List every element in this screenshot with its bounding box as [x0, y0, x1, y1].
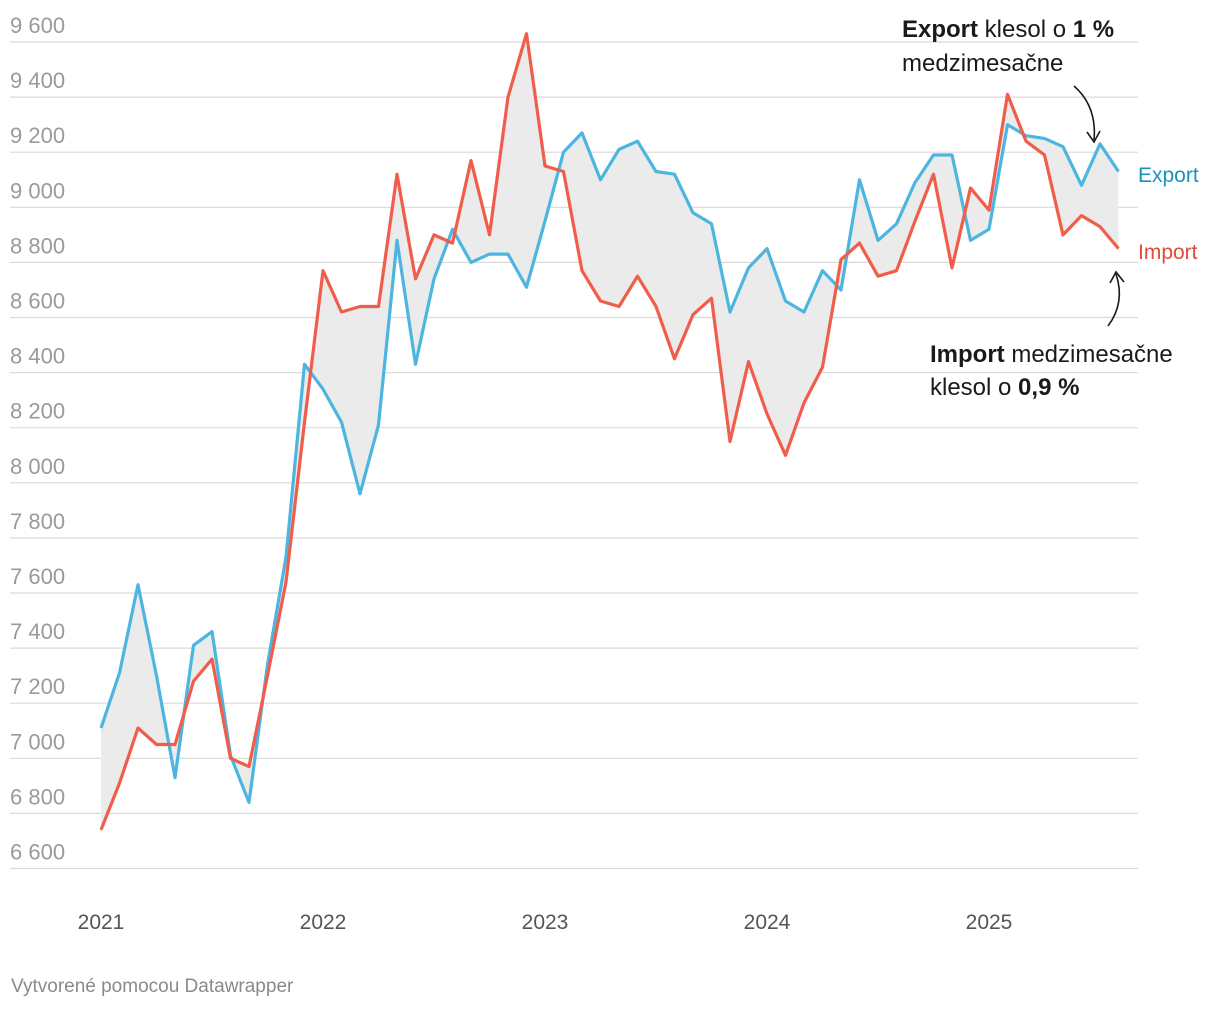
import-annotation-line2: klesol o	[930, 374, 1018, 401]
import-annotation-arrow	[1107, 273, 1121, 327]
export-annotation-line2: medzimesačne	[902, 50, 1063, 77]
y-tick-label: 7 000	[10, 729, 65, 754]
x-tick-label: 2023	[522, 911, 569, 934]
y-tick-label: 6 800	[10, 784, 65, 809]
export-annotation-arrowhead	[1086, 130, 1101, 144]
import-annotation-value: 0,9 %	[1018, 374, 1079, 401]
y-tick-label: 7 600	[10, 564, 65, 589]
export-annotation-arrow	[1073, 85, 1096, 141]
y-tick-label: 7 200	[10, 674, 65, 699]
footer-credit: Vytvorené pomocou Datawrapper	[11, 976, 294, 997]
export-annotation-value: 1 %	[1073, 16, 1114, 43]
y-tick-label: 9 000	[10, 178, 65, 203]
y-tick-label: 8 600	[10, 289, 65, 314]
y-tick-label: 7 800	[10, 509, 65, 534]
y-tick-label: 9 400	[10, 68, 65, 93]
import-annotation-bold: Import	[930, 341, 1005, 368]
x-axis-ticks: 2021 2022 2023 2024 2025	[78, 911, 1013, 934]
svg-text:klesol o 0,9 %: klesol o 0,9 %	[930, 374, 1079, 401]
x-tick-label: 2024	[744, 911, 791, 934]
import-annotation-text: medzimesačne	[1005, 341, 1173, 368]
difference-band	[101, 33, 1119, 830]
y-tick-label: 9 600	[10, 13, 65, 38]
import-line	[99, 32, 1120, 831]
x-tick-label: 2025	[966, 911, 1013, 934]
x-tick-label: 2021	[78, 911, 125, 934]
y-tick-label: 8 800	[10, 233, 65, 258]
export-line	[99, 123, 1120, 804]
y-tick-label: 9 200	[10, 123, 65, 148]
y-tick-label: 8 200	[10, 399, 65, 424]
x-tick-label: 2022	[300, 911, 347, 934]
y-tick-label: 8 400	[10, 344, 65, 369]
export-annotation: Export klesol o 1 % medzimesačne	[902, 16, 1114, 144]
import-annotation-arrowhead	[1109, 270, 1125, 284]
import-annotation: Import medzimesačne klesol o 0,9 %	[930, 270, 1173, 401]
y-tick-label: 7 400	[10, 619, 65, 644]
export-annotation-bold: Export	[902, 16, 978, 43]
svg-text:Import medzimesačne: Import medzimesačne	[930, 341, 1173, 368]
y-axis-ticks: 9 600 9 400 9 200 9 000 8 800 8 600 8 400 8 200…	[10, 13, 65, 865]
y-tick-label: 6 600	[10, 840, 65, 865]
export-series-label: Export	[1138, 164, 1199, 187]
import-series-label: Import	[1138, 241, 1198, 264]
svg-text:Export klesol o 1 %: Export klesol o 1 %	[902, 16, 1114, 43]
y-tick-label: 8 000	[10, 454, 65, 479]
export-annotation-text: klesol o	[978, 16, 1073, 43]
